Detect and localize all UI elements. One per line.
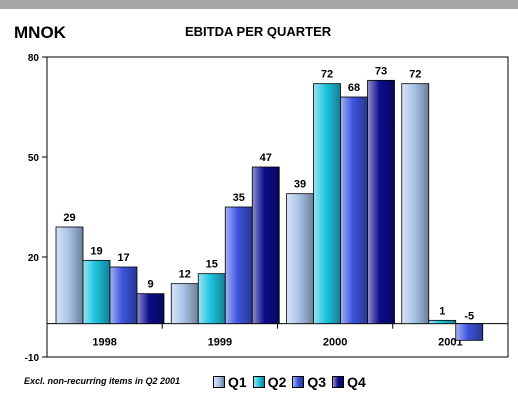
bar-q1: [55, 226, 84, 325]
data-label: 12: [179, 269, 191, 281]
bar-q4: [367, 79, 395, 325]
bar-q4: [136, 293, 165, 325]
y-tick-label: 80: [28, 53, 40, 64]
data-label: 15: [206, 259, 218, 271]
data-label: 35: [233, 192, 245, 204]
data-label: 73: [375, 65, 387, 77]
legend-item-q2: Q2: [252, 374, 287, 390]
bar-q2: [197, 273, 226, 325]
bar-q1: [286, 193, 314, 325]
y-tick-label: -10: [25, 353, 40, 364]
x-category-label: 1998: [92, 337, 116, 349]
data-label: 19: [90, 245, 102, 257]
data-label: 9: [147, 279, 153, 291]
bar-q3: [224, 206, 253, 325]
legend-item-q1: Q1: [213, 374, 247, 390]
data-label: 17: [117, 252, 129, 264]
data-label: 1: [439, 305, 445, 317]
data-label: 72: [321, 69, 333, 81]
legend-label-q2: Q2: [267, 374, 287, 390]
legend: Q1 Q2 Q3 Q4: [213, 374, 366, 390]
footnote: Excl. non-recurring items in Q2 2001: [24, 376, 181, 386]
x-category-label: 2000: [323, 337, 347, 349]
chart-title: EBITDA PER QUARTER: [185, 24, 332, 39]
data-label: 72: [409, 69, 421, 81]
bar-q2: [428, 319, 457, 325]
y-tick-label: 50: [28, 153, 40, 164]
bar-q3: [109, 266, 138, 325]
data-label: 39: [294, 179, 306, 191]
data-label: 29: [63, 212, 75, 224]
legend-item-q4: Q4: [332, 374, 366, 390]
unit-label: MNOK: [14, 23, 66, 42]
top-bar: [0, 0, 518, 9]
legend-swatch-q4: [332, 376, 345, 388]
y-tick-label: 20: [28, 253, 40, 264]
bar-q3: [455, 323, 484, 341]
data-label: -5: [464, 311, 474, 323]
legend-label-q4: Q4: [347, 374, 366, 390]
plot-frame: [46, 56, 509, 358]
data-label: 68: [348, 82, 360, 94]
bar-q4: [251, 166, 280, 325]
bar-q1: [170, 283, 199, 325]
legend-item-q3: Q3: [292, 374, 326, 390]
x-category-label: 1999: [208, 337, 232, 349]
legend-swatch-q3: [292, 376, 305, 388]
data-label: 47: [260, 152, 272, 164]
legend-label-q3: Q3: [307, 374, 327, 390]
legend-swatch-q2: [252, 376, 265, 388]
legend-label-q1: Q1: [228, 374, 247, 390]
bar-q3: [340, 96, 368, 325]
bar-q2: [313, 83, 341, 325]
bar-q1: [401, 83, 430, 325]
legend-swatch-q1: [213, 376, 225, 388]
bar-q2: [82, 259, 111, 325]
